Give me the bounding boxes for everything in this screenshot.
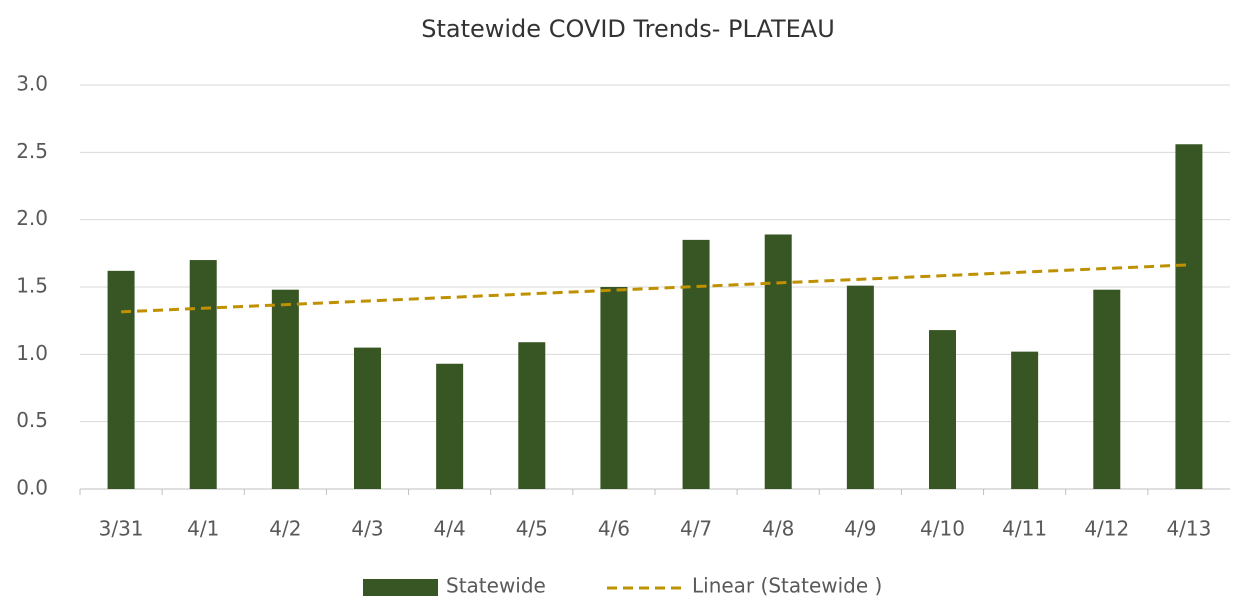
- legend-label: Statewide: [446, 574, 546, 598]
- bar: [846, 285, 874, 489]
- y-tick-label: 3.0: [16, 72, 48, 96]
- x-tick-label: 4/3: [351, 517, 383, 541]
- bar: [682, 239, 710, 489]
- x-tick-label: 4/7: [680, 517, 712, 541]
- x-tick-label: 4/5: [516, 517, 548, 541]
- bar: [1175, 144, 1203, 489]
- x-tick-label: 4/9: [844, 517, 876, 541]
- y-tick-label: 0.0: [16, 476, 48, 500]
- x-tick-label: 4/11: [1002, 517, 1047, 541]
- x-tick-label: 4/13: [1166, 517, 1211, 541]
- bar: [929, 330, 956, 489]
- x-tick-label: 4/6: [598, 517, 630, 541]
- bar: [271, 289, 299, 489]
- legend-label: Linear (Statewide ): [692, 574, 882, 598]
- x-tick-label: 4/12: [1084, 517, 1129, 541]
- bar: [518, 342, 546, 489]
- y-tick-label: 2.5: [16, 139, 48, 163]
- bar: [354, 347, 381, 489]
- y-tick-label: 0.5: [16, 408, 48, 432]
- x-tick-label: 4/4: [434, 517, 466, 541]
- x-tick-label: 3/31: [99, 517, 144, 541]
- bar: [600, 287, 628, 489]
- trendline: [121, 263, 1189, 314]
- bar: [764, 234, 792, 489]
- y-tick-label: 1.0: [16, 341, 48, 365]
- y-tick-label: 2.0: [16, 206, 48, 230]
- x-tick-label: 4/10: [920, 517, 965, 541]
- bar: [436, 363, 464, 489]
- bar: [107, 270, 135, 489]
- x-tick-label: 4/2: [269, 517, 301, 541]
- bar: [1011, 351, 1039, 489]
- x-tick-label: 4/1: [187, 517, 219, 541]
- x-tick-label: 4/8: [762, 517, 794, 541]
- bar: [189, 260, 217, 489]
- chart-title: Statewide COVID Trends- PLATEAU: [421, 15, 835, 43]
- y-tick-label: 1.5: [16, 274, 48, 298]
- bar: [1093, 289, 1121, 489]
- legend-swatch: [363, 579, 438, 596]
